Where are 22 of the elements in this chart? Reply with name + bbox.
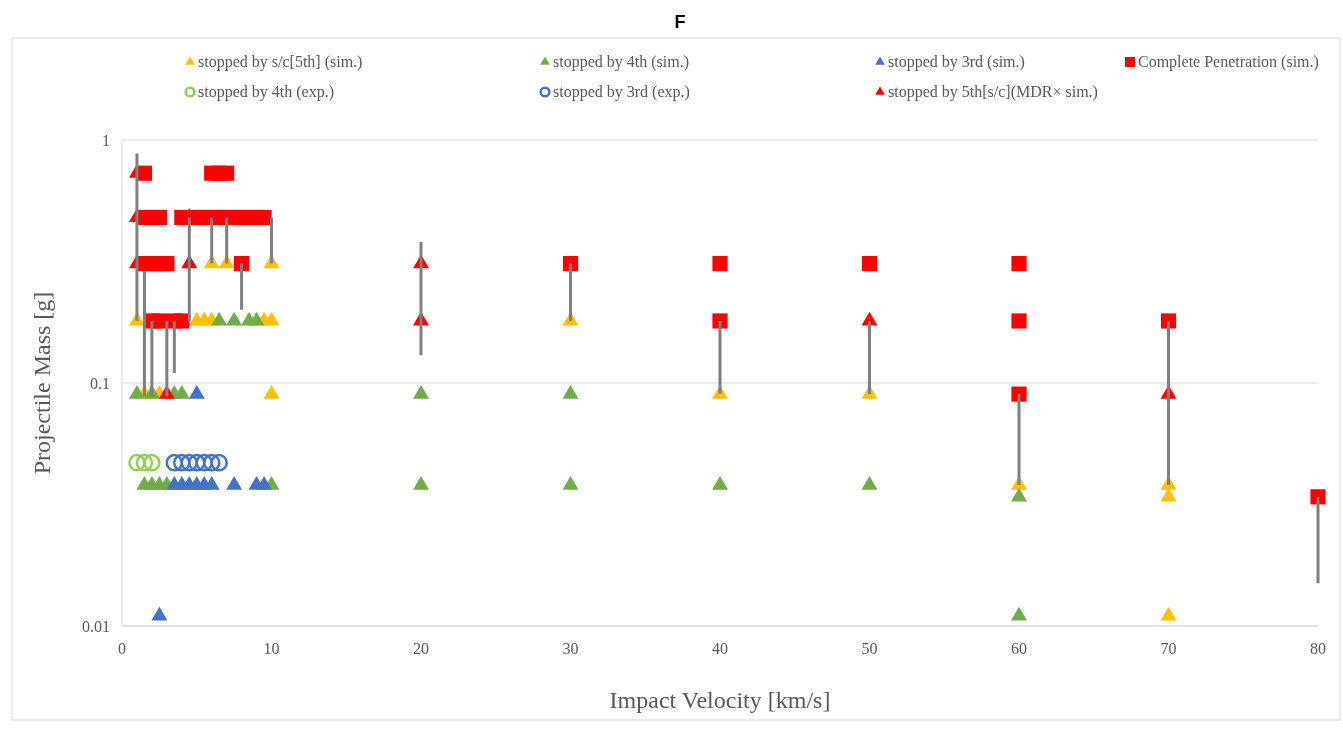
legend-label: stopped by s/c[5th] (sim.) <box>198 53 363 71</box>
legend-label: stopped by 3rd (exp.) <box>553 83 690 101</box>
x-tick-label: 70 <box>1160 640 1177 657</box>
x-tick-label: 10 <box>263 640 280 657</box>
legend-label: stopped by 4th (exp.) <box>198 83 334 101</box>
chart-title: F <box>674 12 686 32</box>
legend-label: stopped by 3rd (sim.) <box>888 53 1025 71</box>
x-tick-label: 30 <box>562 640 579 657</box>
x-tick-label: 50 <box>861 640 878 657</box>
y-axis-title: Projectile Mass [g] <box>29 291 55 475</box>
legend-label: Complete Penetration (sim.) <box>1138 53 1319 71</box>
y-tick-label: 0.1 <box>90 375 110 392</box>
legend-label: stopped by 4th (sim.) <box>553 53 689 71</box>
x-tick-label: 60 <box>1011 640 1027 657</box>
x-tick-label: 40 <box>712 640 728 657</box>
x-tick-label: 20 <box>413 640 429 657</box>
x-axis-title: Impact Velocity [km/s] <box>609 687 831 713</box>
x-tick-label: 0 <box>118 640 126 657</box>
y-tick-label: 1 <box>102 132 110 149</box>
y-tick-label: 0.01 <box>82 618 110 635</box>
legend-label: stopped by 5th[s/c](MDR× sim.) <box>888 83 1098 101</box>
x-tick-label: 80 <box>1310 640 1326 657</box>
